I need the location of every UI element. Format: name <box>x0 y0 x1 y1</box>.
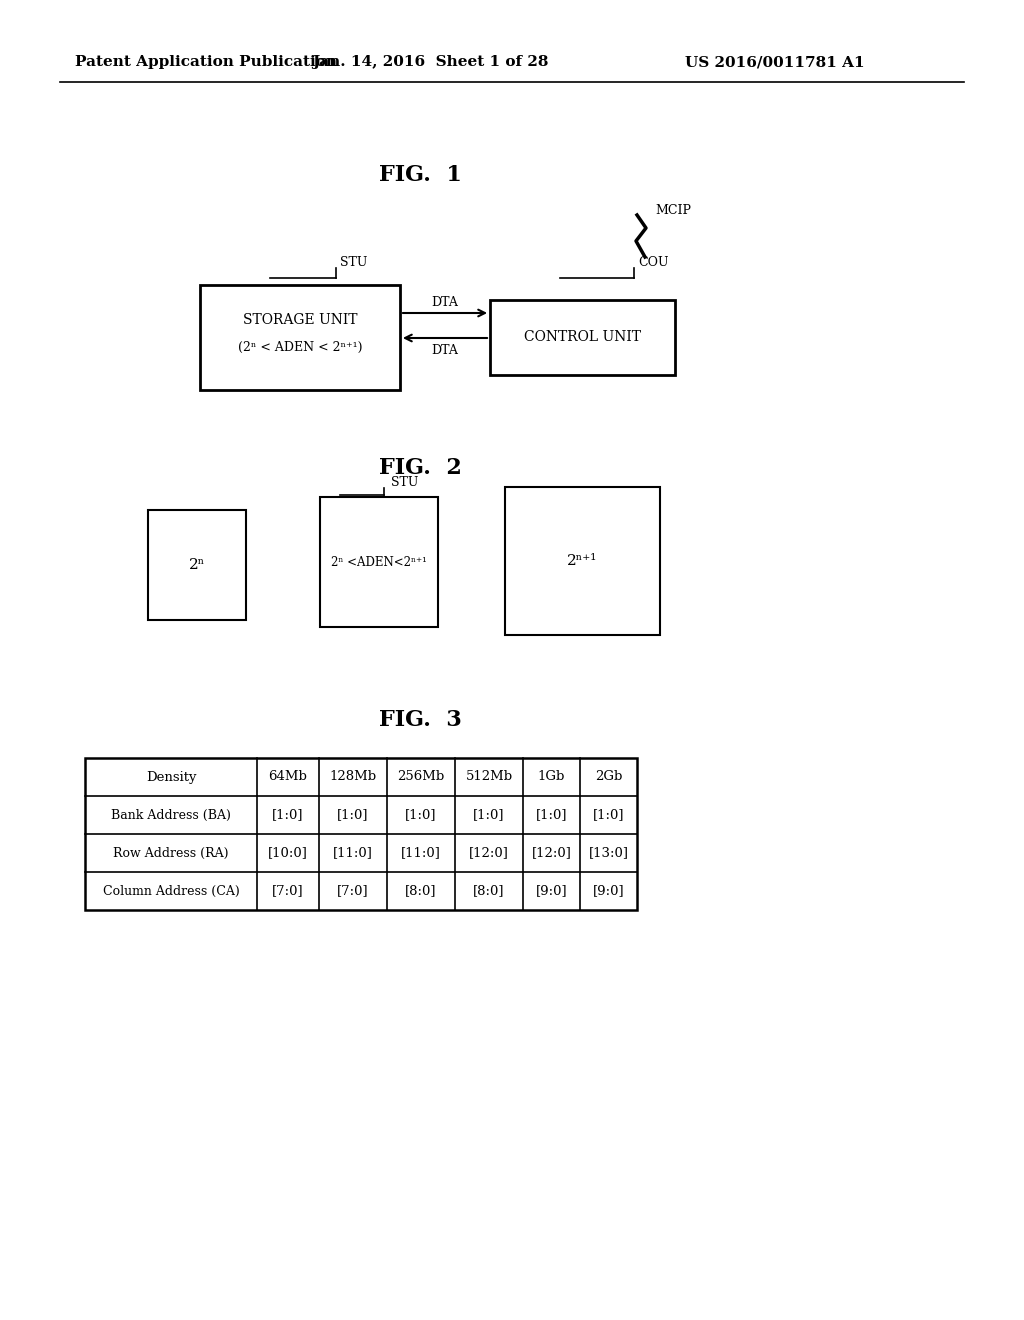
Text: [1:0]: [1:0] <box>337 808 369 821</box>
Text: STORAGE UNIT: STORAGE UNIT <box>243 313 357 327</box>
Text: Bank Address (BA): Bank Address (BA) <box>111 808 231 821</box>
Text: [1:0]: [1:0] <box>272 808 304 821</box>
Text: (2ⁿ < ADEN < 2ⁿ⁺¹): (2ⁿ < ADEN < 2ⁿ⁺¹) <box>238 341 362 354</box>
Text: [11:0]: [11:0] <box>333 846 373 859</box>
Text: COU: COU <box>638 256 669 269</box>
Text: [9:0]: [9:0] <box>536 884 567 898</box>
Text: [10:0]: [10:0] <box>268 846 308 859</box>
Text: STU: STU <box>340 256 368 269</box>
Text: 2ⁿ: 2ⁿ <box>188 558 205 572</box>
Text: FIG.  1: FIG. 1 <box>379 164 462 186</box>
Bar <box>200 285 400 389</box>
Bar <box>85 758 637 909</box>
Text: [11:0]: [11:0] <box>401 846 441 859</box>
Text: 1Gb: 1Gb <box>538 771 565 784</box>
Text: [1:0]: [1:0] <box>406 808 437 821</box>
Text: Jan. 14, 2016  Sheet 1 of 28: Jan. 14, 2016 Sheet 1 of 28 <box>311 55 548 69</box>
Bar <box>505 487 660 635</box>
Text: 64Mb: 64Mb <box>268 771 307 784</box>
Text: [1:0]: [1:0] <box>593 808 625 821</box>
Text: [13:0]: [13:0] <box>589 846 629 859</box>
Text: 2ⁿ⁺¹: 2ⁿ⁺¹ <box>567 554 597 568</box>
Text: 128Mb: 128Mb <box>330 771 377 784</box>
Bar <box>148 510 246 620</box>
Text: Row Address (RA): Row Address (RA) <box>114 846 228 859</box>
Text: 512Mb: 512Mb <box>466 771 513 784</box>
Text: Density: Density <box>145 771 197 784</box>
Text: Patent Application Publication: Patent Application Publication <box>75 55 337 69</box>
Text: [8:0]: [8:0] <box>473 884 505 898</box>
Text: [9:0]: [9:0] <box>593 884 625 898</box>
Text: 2ⁿ <ADEN<2ⁿ⁺¹: 2ⁿ <ADEN<2ⁿ⁺¹ <box>331 556 427 569</box>
Text: [7:0]: [7:0] <box>272 884 304 898</box>
Text: 2Gb: 2Gb <box>595 771 623 784</box>
Text: 256Mb: 256Mb <box>397 771 444 784</box>
Text: [7:0]: [7:0] <box>337 884 369 898</box>
Text: [1:0]: [1:0] <box>473 808 505 821</box>
Text: DTA: DTA <box>431 345 459 358</box>
Text: STU: STU <box>391 477 419 490</box>
Text: [12:0]: [12:0] <box>469 846 509 859</box>
Bar <box>319 498 438 627</box>
Text: [12:0]: [12:0] <box>531 846 571 859</box>
Bar <box>490 300 675 375</box>
Text: FIG.  3: FIG. 3 <box>379 709 462 731</box>
Text: MCIP: MCIP <box>655 203 691 216</box>
Text: Column Address (CA): Column Address (CA) <box>102 884 240 898</box>
Text: DTA: DTA <box>431 296 459 309</box>
Text: [8:0]: [8:0] <box>406 884 437 898</box>
Text: FIG.  2: FIG. 2 <box>379 457 462 479</box>
Text: [1:0]: [1:0] <box>536 808 567 821</box>
Text: US 2016/0011781 A1: US 2016/0011781 A1 <box>685 55 864 69</box>
Text: CONTROL UNIT: CONTROL UNIT <box>523 330 640 345</box>
